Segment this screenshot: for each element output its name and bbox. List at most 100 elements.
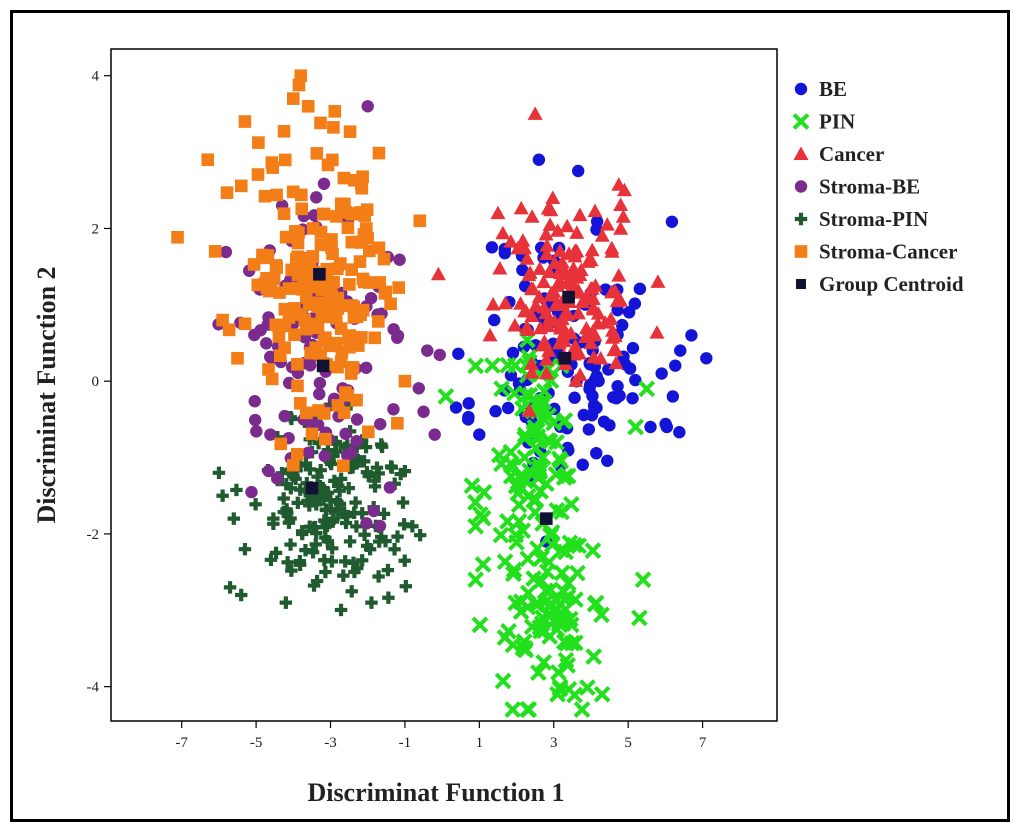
data-point [273, 286, 286, 299]
data-point [673, 426, 686, 439]
data-point [540, 201, 556, 215]
data-point [494, 672, 512, 690]
group-centroid-point [540, 512, 553, 525]
data-point [373, 417, 387, 431]
data-point [278, 153, 292, 167]
data-point [344, 367, 358, 380]
data-point [291, 358, 304, 371]
data-point [281, 556, 294, 569]
data-point [201, 153, 215, 167]
data-point [608, 342, 624, 357]
data-point [547, 255, 563, 270]
data-point [277, 492, 290, 505]
data-point [391, 329, 405, 342]
data-point [321, 158, 335, 172]
legend-label: PIN [819, 110, 855, 134]
data-point [220, 186, 234, 199]
series-stroma-cancer [171, 69, 427, 473]
data-point [549, 685, 566, 703]
data-point [499, 513, 516, 530]
data-point [331, 399, 345, 412]
data-point [338, 555, 352, 568]
data-point [593, 685, 611, 703]
data-point [321, 535, 334, 548]
data-point [350, 520, 363, 533]
data-point [325, 233, 338, 246]
data-point [314, 225, 328, 239]
x-tick-label: 3 [550, 735, 558, 751]
data-point [252, 136, 265, 149]
data-point [535, 654, 553, 671]
data-point [291, 379, 304, 393]
data-point [319, 503, 333, 516]
data-point [284, 538, 297, 551]
x-tick-label: 7 [699, 735, 707, 751]
data-point [355, 331, 368, 344]
legend-label: Stroma-BE [819, 175, 920, 199]
data-point [552, 243, 568, 257]
data-point [312, 404, 325, 417]
data-point [262, 464, 275, 478]
series-stroma-pin [212, 398, 427, 617]
data-point [302, 446, 315, 459]
data-point [245, 485, 258, 499]
data-point [396, 496, 410, 509]
data-point [294, 69, 308, 83]
data-point [265, 372, 279, 386]
data-point [398, 554, 411, 567]
data-point [550, 223, 566, 237]
data-point [538, 227, 554, 241]
data-point [485, 241, 499, 254]
data-point [467, 357, 484, 375]
data-point [594, 228, 610, 242]
data-point [537, 582, 555, 600]
x-axis-title: Discriminat Function 1 [307, 778, 564, 807]
data-point [532, 153, 546, 166]
data-point [521, 267, 537, 282]
data-point [495, 225, 511, 240]
legend-item: Group Centroid [796, 272, 964, 296]
data-point [212, 466, 226, 480]
data-point [285, 564, 298, 577]
legend-marker-circle [794, 180, 808, 193]
data-point [449, 401, 463, 414]
data-point [472, 506, 489, 523]
data-point [462, 397, 475, 410]
data-point [365, 596, 378, 609]
data-point [590, 215, 604, 228]
data-point [348, 173, 361, 187]
data-point [521, 403, 537, 417]
data-point [421, 344, 434, 357]
data-point [579, 679, 596, 696]
data-point [506, 357, 524, 374]
data-point [413, 528, 427, 542]
legend-item: PIN [792, 110, 855, 134]
data-point [343, 125, 357, 138]
data-point [553, 564, 571, 582]
data-point [235, 588, 248, 602]
data-point [615, 209, 631, 223]
data-point [507, 318, 523, 332]
data-point [338, 197, 351, 211]
data-point [467, 571, 484, 589]
data-point [700, 352, 713, 365]
data-point [375, 440, 389, 453]
data-point [273, 349, 287, 363]
data-point [604, 240, 620, 255]
data-point [539, 246, 555, 261]
y-tick-label: 4 [92, 69, 100, 85]
data-point [517, 641, 534, 659]
data-point [611, 268, 627, 282]
data-point [247, 258, 261, 271]
data-point [309, 277, 323, 291]
y-tick-label: -2 [87, 527, 100, 543]
data-point [238, 317, 252, 331]
legend-marker-plus [794, 212, 808, 226]
data-point [534, 609, 551, 627]
data-point [501, 401, 515, 415]
data-point [413, 214, 427, 228]
data-point [532, 483, 549, 500]
data-point [372, 315, 385, 328]
group-centroid-point [305, 481, 319, 495]
data-point [317, 493, 330, 506]
